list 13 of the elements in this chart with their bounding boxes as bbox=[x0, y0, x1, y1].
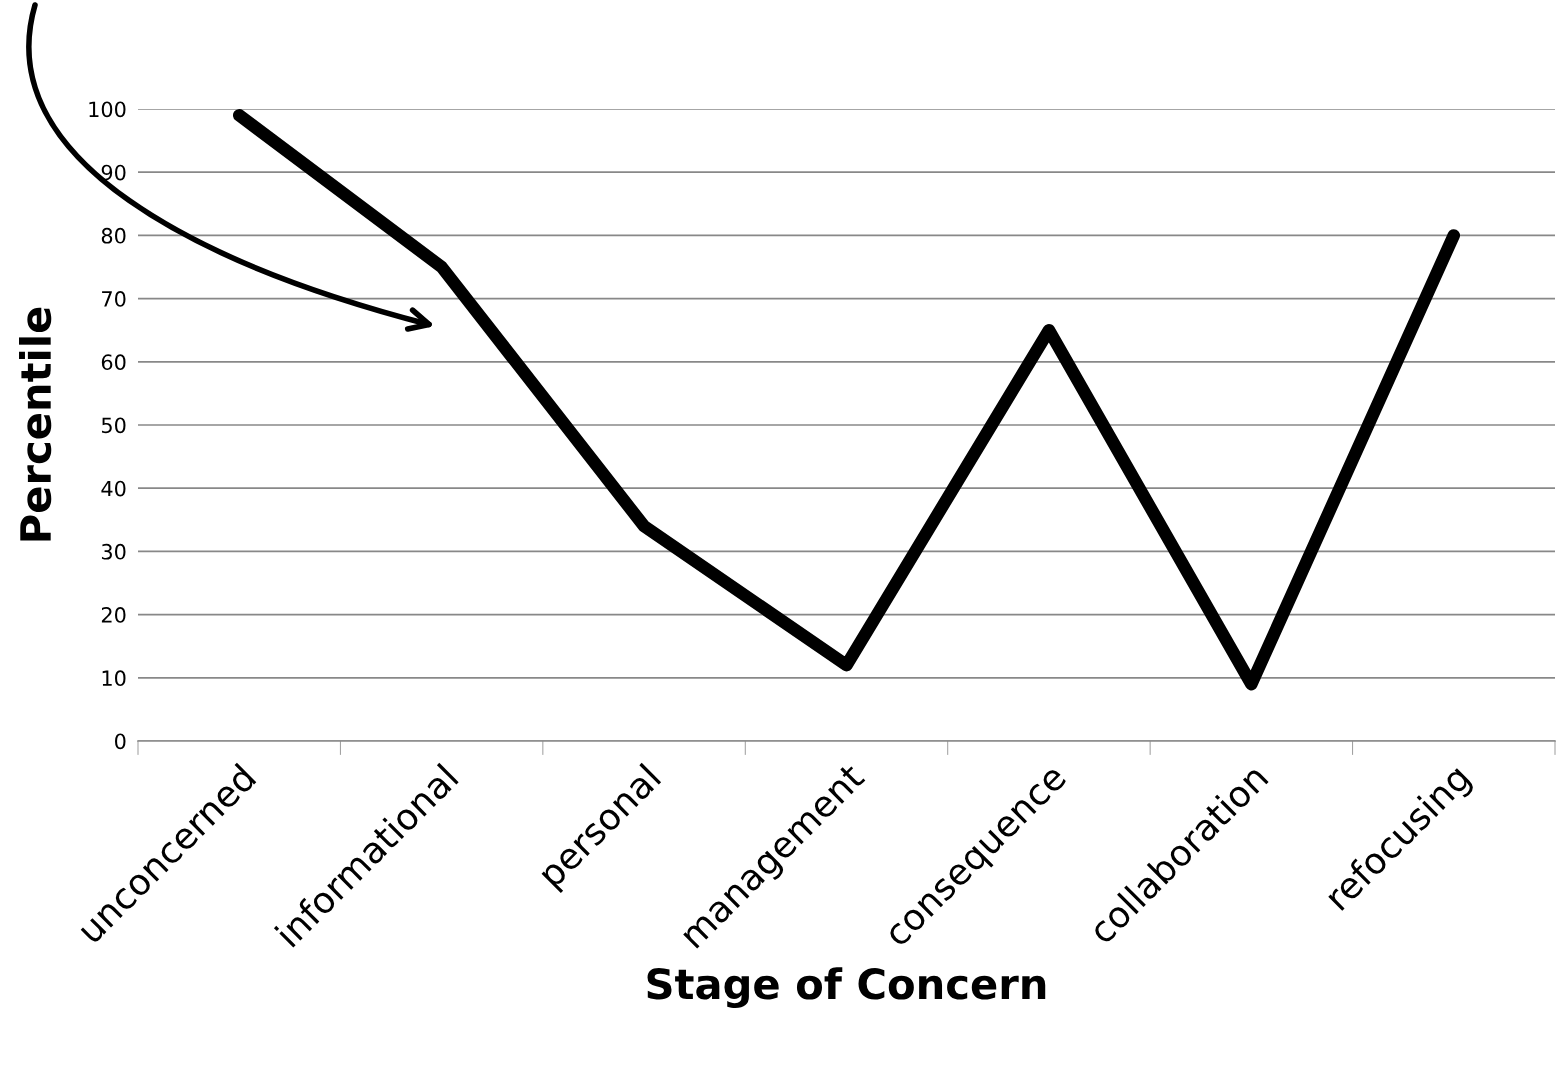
y-tick-label: 100 bbox=[89, 101, 126, 118]
y-tick-label: 30 bbox=[101, 543, 126, 560]
x-axis-title: Stage of Concern bbox=[647, 967, 1046, 1008]
y-axis-title: Percentile bbox=[19, 307, 52, 541]
y-tick-label: 20 bbox=[101, 607, 126, 623]
y-tick-label: 0 bbox=[115, 733, 126, 750]
y-tick-label: 90 bbox=[101, 164, 126, 181]
y-tick-label: 60 bbox=[101, 354, 126, 371]
y-tick-label: 40 bbox=[101, 480, 126, 497]
y-tick-label: 50 bbox=[101, 417, 126, 434]
y-tick-label: 10 bbox=[102, 670, 126, 687]
y-tick-label: 70 bbox=[102, 291, 126, 307]
y-tick-label: 80 bbox=[101, 227, 126, 244]
